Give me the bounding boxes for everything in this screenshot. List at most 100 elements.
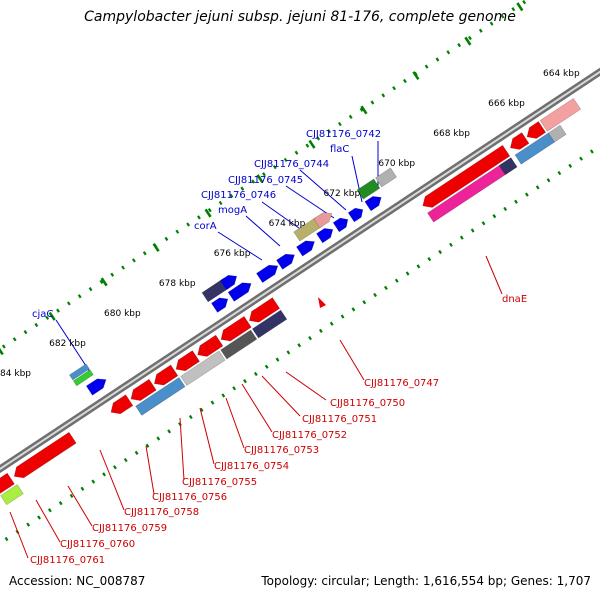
scale-major-tick <box>100 277 108 287</box>
scale-dot <box>37 515 41 520</box>
forward-gene <box>256 264 279 284</box>
scale-dot <box>511 7 516 12</box>
scale-major-tick <box>464 36 472 46</box>
scale-dot <box>56 308 60 313</box>
scale-dot <box>210 400 215 405</box>
scale-dot <box>446 50 451 55</box>
scale-ticks <box>0 0 594 542</box>
leader-line <box>179 417 185 481</box>
gene-label-CJJ81176_0744: CJJ81176_0744 <box>254 159 329 170</box>
scale-dot <box>102 472 106 477</box>
scale-dot <box>524 192 529 197</box>
scale-dot <box>12 337 17 342</box>
gene-label-cjaC: cjaC <box>32 309 53 320</box>
scale-dot <box>459 235 464 240</box>
scale-dot <box>318 328 323 334</box>
scale-dot <box>481 221 486 226</box>
genome-stats-label: Topology: circular; Length: 1,616,554 bp… <box>261 574 591 588</box>
scale-dot <box>110 272 115 277</box>
scale-dot <box>262 172 266 177</box>
scale-dot <box>253 371 258 377</box>
scale-label: 674 kbp <box>269 219 306 229</box>
forward-gene <box>347 207 364 223</box>
scale-dot <box>243 379 247 384</box>
scale-dot <box>337 121 342 127</box>
scale-dot <box>142 251 147 256</box>
scale-dot <box>522 0 527 5</box>
reverse-gene <box>510 132 530 150</box>
scale-dot <box>69 493 74 499</box>
scale-dot <box>26 522 31 527</box>
gene-label-CJJ81176_0747: CJJ81176_0747 <box>364 378 439 389</box>
origin-marker <box>318 297 326 308</box>
reverse-gene <box>220 315 252 342</box>
scale-dot <box>131 258 136 263</box>
scale-dot <box>77 294 82 299</box>
scale-dot <box>514 199 518 204</box>
gene-label-CJJ81176_0759: CJJ81176_0759 <box>92 523 167 534</box>
gene-label-CJJ81176_0752: CJJ81176_0752 <box>272 430 347 441</box>
scale-label: 666 kbp <box>488 99 525 109</box>
scale-dot <box>394 278 399 283</box>
scale-dot <box>308 335 312 341</box>
accession-label: Accession: NC_008787 <box>9 574 146 588</box>
scale-dot <box>500 14 505 19</box>
leader-line <box>245 215 281 247</box>
forward-gene <box>375 167 397 188</box>
forward-gene <box>332 217 349 233</box>
leader-line <box>9 511 29 559</box>
scale-dot <box>175 229 180 234</box>
scale-label: 672 kbp <box>324 189 361 199</box>
scale-label: 670 kbp <box>378 159 415 169</box>
gene-track-frame <box>0 97 582 506</box>
reverse-gene <box>175 350 200 372</box>
scale-dot <box>283 157 288 163</box>
scale-dot <box>58 501 63 506</box>
forward-gene <box>219 274 238 291</box>
scale-dot <box>121 265 125 270</box>
scale-dot <box>80 486 85 491</box>
scale-major-tick <box>48 311 56 321</box>
scale-label: 680 kbp <box>104 309 141 319</box>
scale-dot <box>381 93 386 98</box>
scale-major-tick <box>360 105 368 115</box>
gene-label-CJJ81176_0750: CJJ81176_0750 <box>330 398 405 409</box>
scale-dot <box>546 178 551 183</box>
forward-gene <box>211 297 229 313</box>
scale-dot <box>4 536 9 542</box>
reverse-gene <box>251 309 288 339</box>
scale-dot <box>297 343 302 348</box>
scale-dot <box>503 206 508 212</box>
scale-dot <box>489 21 494 26</box>
scale-dot <box>373 292 377 298</box>
scale-dot <box>264 364 269 369</box>
leader-line <box>285 371 327 401</box>
scale-dot <box>329 321 334 326</box>
scale-label: 664 kbp <box>543 69 580 79</box>
scale-dot <box>392 86 396 91</box>
reverse-gene <box>526 121 547 139</box>
leader-line <box>261 201 307 234</box>
gene-label-CJJ81176_0756: CJJ81176_0756 <box>152 492 227 503</box>
scale-dot <box>416 264 421 269</box>
leader-line <box>55 319 91 373</box>
scale-dot <box>34 322 39 328</box>
leader-line <box>217 231 263 261</box>
gene-label-CJJ81176_0742: CJJ81176_0742 <box>306 129 381 140</box>
leader-line <box>225 397 245 449</box>
leader-line <box>199 407 215 465</box>
scale-dot <box>348 114 353 120</box>
reverse-gene <box>135 377 186 416</box>
forward-gene <box>69 363 90 381</box>
leader-line <box>485 255 503 295</box>
scale-dot <box>589 149 594 154</box>
gene-label-CJJ81176_0753: CJJ81176_0753 <box>244 445 319 456</box>
forward-gene <box>276 253 295 270</box>
scale-dot <box>218 200 223 206</box>
scale-dot <box>424 64 429 69</box>
scale-label: 682 kbp <box>49 339 86 349</box>
gene-label-CJJ81176_0758: CJJ81176_0758 <box>124 507 199 518</box>
scale-major-tick <box>0 347 4 356</box>
scale-dot <box>134 450 139 455</box>
